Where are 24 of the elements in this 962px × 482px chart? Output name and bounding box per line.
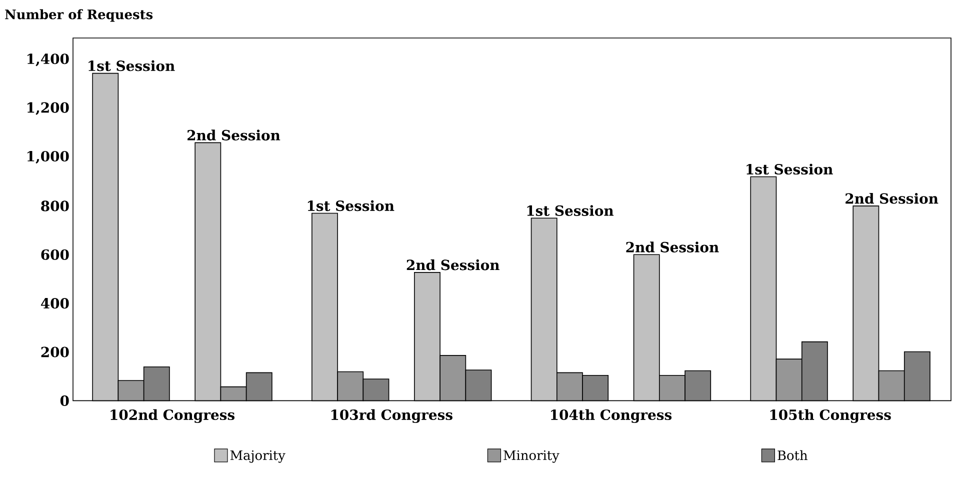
legend-label: Majority bbox=[230, 450, 286, 463]
text: 103rd Congress bbox=[331, 409, 452, 423]
text: 102nd Congress bbox=[110, 409, 234, 423]
annotation: 1st Session bbox=[746, 164, 833, 175]
y-tick-label: 0 bbox=[60, 395, 69, 406]
y-tick-label: 600 bbox=[41, 249, 69, 260]
y-axis-title: Number of Requests bbox=[5, 9, 153, 22]
annotation: 1st Session bbox=[308, 200, 394, 212]
text: 105th Congress bbox=[770, 409, 891, 423]
annotation: 2nd Session bbox=[406, 259, 500, 270]
annotation: 1st Session bbox=[88, 60, 175, 72]
legend-label: Both bbox=[778, 450, 808, 460]
y-tick-label: 1,200 bbox=[28, 102, 69, 115]
text: 104th Congress bbox=[551, 409, 672, 423]
legend-label: Minority bbox=[504, 450, 560, 463]
y-tick-label: 200 bbox=[41, 346, 69, 358]
y-tick-label: 1,000 bbox=[28, 150, 69, 164]
y-tick-label: 1,400 bbox=[28, 54, 69, 66]
annotation: 2nd Session bbox=[846, 192, 938, 204]
y-tick-label: 800 bbox=[41, 200, 69, 212]
annotation: 2nd Session bbox=[626, 242, 719, 252]
y-tick-label: 400 bbox=[40, 298, 69, 309]
annotation: 2nd Session bbox=[188, 130, 280, 140]
annotation: 1st Session bbox=[527, 205, 614, 216]
